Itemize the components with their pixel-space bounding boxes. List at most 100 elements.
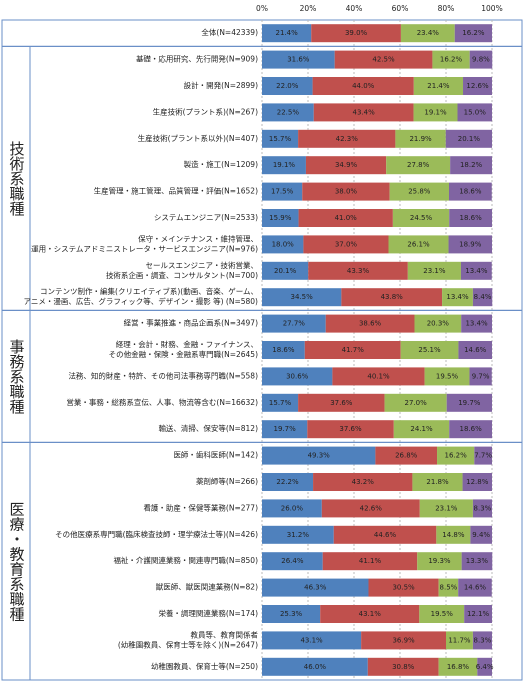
- bar-segment: [412, 473, 463, 491]
- value-label: 25.8%: [408, 188, 431, 196]
- value-label: 18.2%: [460, 161, 483, 169]
- bar-segment: [462, 473, 492, 491]
- x-tick-label: 40%: [346, 4, 363, 13]
- value-label: 19.3%: [428, 557, 451, 565]
- value-label: 8.3%: [474, 504, 492, 512]
- bar-segment: [400, 341, 459, 359]
- value-label: 39.0%: [345, 29, 368, 37]
- group-label: 事務系職種: [8, 339, 26, 414]
- y-tick-label: 教員等、教育関係者(幼稚園教員、保育士等を除く)(N=2647): [118, 629, 259, 649]
- y-tick-label: 生産技術(プラント系以外)(N=407): [138, 133, 258, 143]
- value-label: 30.6%: [286, 372, 309, 380]
- bar-segment: [469, 50, 493, 69]
- bar-segment: [303, 235, 389, 254]
- value-label: 19.1%: [273, 161, 296, 169]
- value-label: 18.6%: [272, 346, 295, 354]
- y-tick-label: 経営・事業推進・商品企画系(N=3497): [124, 318, 258, 328]
- y-tick-label: 看護・助産・保健等業務(N=277): [143, 502, 258, 512]
- value-label: 42.6%: [360, 504, 383, 512]
- value-label: 31.2%: [287, 531, 310, 539]
- value-label: 6.4%: [476, 663, 494, 671]
- y-tick-label: 獣医師、獣医関連業務(N=82): [156, 582, 258, 592]
- bar-segment: [389, 182, 449, 201]
- value-label: 16.2%: [440, 56, 463, 64]
- bar-segment: [384, 393, 447, 412]
- value-label: 20.1%: [458, 135, 481, 143]
- bar-segment: [320, 605, 420, 623]
- bar-segment: [446, 631, 473, 650]
- bar-segment: [341, 288, 443, 307]
- bar-segment: [334, 50, 433, 69]
- bar-segment: [458, 341, 492, 359]
- bar-segment: [262, 393, 299, 412]
- bar-segment: [262, 77, 313, 95]
- value-label: 15.9%: [269, 214, 292, 222]
- bar-segment: [313, 473, 413, 491]
- bar-segment: [311, 24, 401, 43]
- value-label: 12.8%: [466, 478, 489, 486]
- value-label: 23.4%: [417, 29, 440, 37]
- bar-segment: [262, 367, 333, 386]
- value-label: 38.6%: [359, 320, 382, 328]
- y-tick-label: 法務、知的財産・特許、その他司法事務専門職(N=558): [68, 370, 258, 380]
- value-label: 43.1%: [359, 610, 382, 618]
- y-tick-label: 設計・開発(N=2899): [184, 80, 258, 90]
- bar-segment: [400, 24, 455, 43]
- bar-segment: [262, 605, 321, 623]
- value-label: 43.8%: [381, 293, 404, 301]
- value-label: 15.7%: [269, 135, 292, 143]
- value-label: 26.1%: [407, 240, 430, 248]
- value-label: 44.0%: [352, 82, 375, 90]
- y-tick-label: 医師・歯科医師(N=142): [173, 450, 258, 460]
- bar-segment: [414, 314, 462, 333]
- bar-segment: [463, 77, 492, 95]
- bar-segment: [419, 605, 465, 623]
- bar-segment: [386, 156, 451, 175]
- bar-segment: [448, 235, 492, 254]
- bar-segment: [332, 367, 425, 386]
- y-tick-label: 輸送、清掃、保安等(N=812): [158, 423, 258, 433]
- y-tick-label: 営業・事務・総務系宣伝、人事、物流等含む(N=16632): [66, 397, 258, 407]
- y-tick-label: 経理・会計・財務、金融・ファイナンス、その他金融・保険・金融系専門職(N=264…: [109, 339, 258, 359]
- value-label: 8.3%: [474, 636, 492, 644]
- value-label: 11.7%: [448, 636, 471, 644]
- value-label: 25.1%: [418, 346, 441, 354]
- bar-segment: [361, 631, 446, 650]
- y-tick-label: 製造・施工(N=1209): [184, 159, 258, 169]
- bar-segment: [417, 552, 462, 571]
- bar-segment: [262, 24, 312, 43]
- x-tick-label: 0%: [256, 4, 268, 13]
- value-label: 21.4%: [275, 29, 298, 37]
- x-tick-label: 20%: [300, 4, 317, 13]
- bar-segment: [388, 235, 449, 254]
- bar-segment: [262, 473, 314, 491]
- y-tick-label: 生産管理・施工管理、品質管理・評価(N=1652): [94, 186, 258, 196]
- value-label: 24.1%: [410, 425, 433, 433]
- bar-segment: [437, 446, 475, 465]
- y-tick-label: コンテンツ制作・編集(クリエイティブ系)(動画、音楽、ゲーム、アニメ・漫画、広告…: [24, 286, 259, 306]
- value-label: 26.0%: [281, 504, 304, 512]
- value-label: 9.4%: [472, 531, 490, 539]
- bar-segment: [262, 341, 305, 359]
- value-label: 23.1%: [435, 504, 458, 512]
- group-label: 医療・教育系職種: [8, 501, 26, 621]
- value-label: 26.4%: [281, 557, 304, 565]
- value-label: 15.0%: [464, 108, 487, 116]
- value-label: 41.0%: [335, 214, 358, 222]
- value-label: 30.8%: [392, 663, 415, 671]
- bar-segment: [313, 103, 414, 122]
- y-tick-label: システムエンジニア(N=2533): [154, 213, 258, 222]
- bar-segment: [262, 129, 299, 148]
- value-label: 25.3%: [280, 610, 303, 618]
- bar-segment: [448, 182, 492, 201]
- y-tick-label: セールスエンジニア・技術営業、技術系企画・調査、コンサルタント(N=700): [106, 260, 258, 280]
- value-label: 16.8%: [447, 663, 470, 671]
- bar-segment: [470, 525, 492, 544]
- value-label: 9.7%: [472, 372, 490, 380]
- value-label: 26.8%: [395, 452, 418, 460]
- bar-segment: [392, 209, 450, 227]
- value-label: 13.4%: [465, 267, 488, 275]
- bar-segment: [474, 446, 492, 465]
- bar-segment: [298, 129, 396, 148]
- bar-segment: [477, 657, 492, 676]
